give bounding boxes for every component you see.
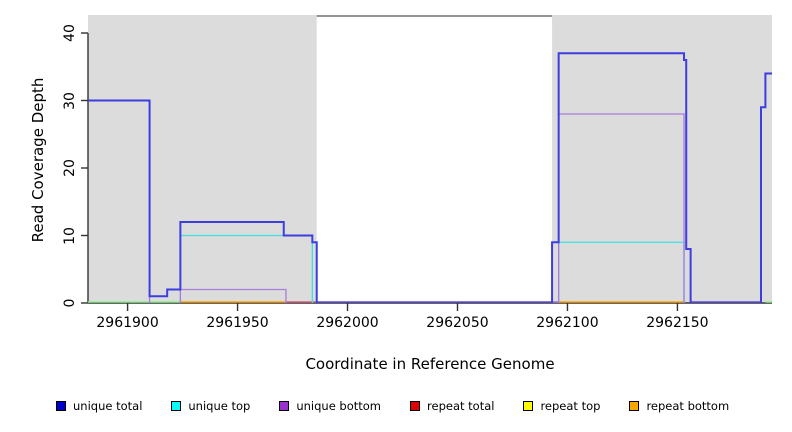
- shaded-region: [552, 15, 772, 303]
- legend-item-repeat-bottom: repeat bottom: [629, 399, 729, 413]
- x-axis-title: Coordinate in Reference Genome: [305, 355, 555, 373]
- y-tick-label: 30: [62, 91, 78, 110]
- x-tick-label: 2962050: [426, 315, 489, 331]
- x-tick-label: 2961950: [206, 315, 269, 331]
- shaded-region: [88, 15, 317, 303]
- legend-label: unique total: [73, 399, 143, 413]
- legend-swatch-icon: [410, 401, 421, 411]
- y-tick-label: 20: [62, 159, 78, 177]
- legend-item-repeat-total: repeat total: [410, 399, 494, 413]
- legend-item-repeat-top: repeat top: [523, 399, 600, 413]
- legend-item-unique-top: unique top: [171, 399, 250, 413]
- y-tick-label: 0: [62, 298, 78, 308]
- series-unique-total: [551, 52, 692, 303]
- series-unique-total: [88, 99, 318, 303]
- legend-label: repeat top: [540, 399, 601, 413]
- x-tick-label: 2962100: [536, 315, 599, 331]
- legend-swatch-icon: [629, 401, 640, 411]
- legend-item-unique-bottom: unique bottom: [279, 399, 381, 413]
- y-tick-label: 10: [62, 226, 78, 245]
- legend-swatch-icon: [171, 401, 182, 411]
- chart-legend: unique total unique top unique bottom repea…: [56, 399, 729, 413]
- legend-label: unique bottom: [296, 399, 382, 413]
- x-tick-label: 2961900: [96, 315, 159, 331]
- x-tick-label: 2962000: [316, 315, 379, 331]
- y-axis-title: Read Coverage Depth: [29, 77, 47, 243]
- y-tick-label: 40: [62, 24, 78, 42]
- legend-swatch-icon: [279, 401, 290, 411]
- legend-swatch-icon: [523, 401, 534, 411]
- series-unique-bottom: [179, 288, 287, 303]
- legend-swatch-icon: [56, 401, 66, 411]
- legend-label: unique top: [188, 399, 251, 413]
- legend-label: repeat total: [427, 399, 495, 413]
- legend-label: repeat bottom: [646, 399, 730, 413]
- x-tick-label: 2962150: [646, 315, 709, 331]
- series-unique-total: [760, 72, 772, 303]
- legend-item-unique-total: unique total: [56, 399, 142, 413]
